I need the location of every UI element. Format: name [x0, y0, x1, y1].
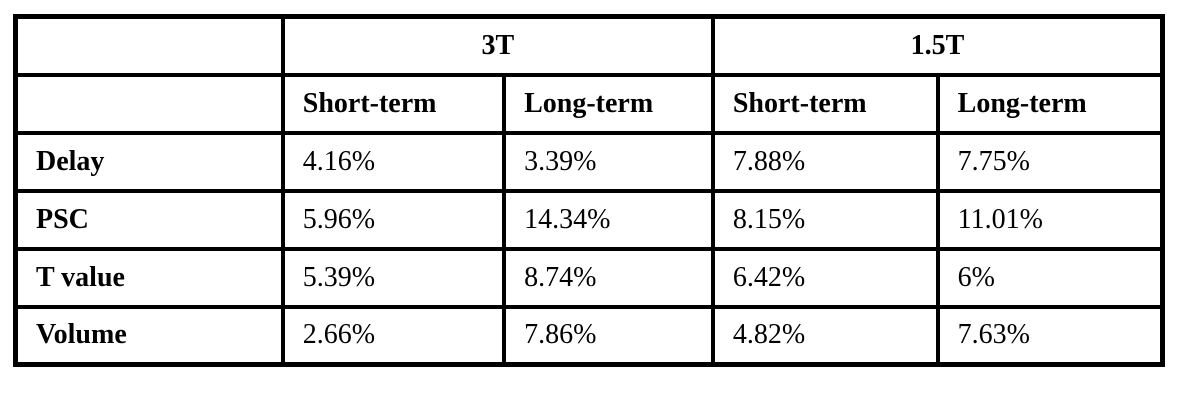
data-cell: 5.39% — [280, 246, 507, 309]
data-cell: 6% — [935, 246, 1165, 309]
data-cell: 4.82% — [710, 304, 940, 367]
row-label: T value — [13, 246, 285, 309]
table-row: Delay 4.16% 3.39% 7.88% 7.75% — [13, 130, 1165, 193]
results-table: 3T 1.5T Short-term Long-term Short-term … — [13, 14, 1165, 367]
group-header-1-5t: 1.5T — [710, 14, 1165, 77]
data-cell: 6.42% — [710, 246, 940, 309]
data-cell: 2.66% — [280, 304, 507, 367]
corner-cell — [13, 14, 285, 77]
table-row: Volume 2.66% 7.86% 4.82% 7.63% — [13, 304, 1165, 367]
table-body: Delay 4.16% 3.39% 7.88% 7.75% PSC 5.96% 14.34% 8… — [13, 130, 1165, 367]
data-cell: 5.96% — [280, 188, 507, 251]
data-cell: 11.01% — [935, 188, 1165, 251]
row-label: PSC — [13, 188, 285, 251]
group-header-3t: 3T — [280, 14, 715, 77]
row-label: Delay — [13, 130, 285, 193]
table-row: PSC 5.96% 14.34% 8.15% 11.01% — [13, 188, 1165, 251]
data-cell: 7.63% — [935, 304, 1165, 367]
data-cell: 8.15% — [710, 188, 940, 251]
data-cell: 8.74% — [502, 246, 715, 309]
sub-header-3t-long-term: Long-term — [502, 72, 715, 135]
data-cell: 7.86% — [502, 304, 715, 367]
group-header-row: 3T 1.5T — [13, 14, 1165, 77]
corner-cell-2 — [13, 72, 285, 135]
sub-header-3t-short-term: Short-term — [280, 72, 507, 135]
sub-header-1-5t-long-term: Long-term — [935, 72, 1165, 135]
sub-header-row: Short-term Long-term Short-term Long-ter… — [13, 72, 1165, 135]
data-cell: 14.34% — [502, 188, 715, 251]
row-label: Volume — [13, 304, 285, 367]
data-cell: 7.75% — [935, 130, 1165, 193]
data-cell: 4.16% — [280, 130, 507, 193]
data-cell: 7.88% — [710, 130, 940, 193]
table-row: T value 5.39% 8.74% 6.42% 6% — [13, 246, 1165, 309]
data-cell: 3.39% — [502, 130, 715, 193]
sub-header-1-5t-short-term: Short-term — [710, 72, 940, 135]
